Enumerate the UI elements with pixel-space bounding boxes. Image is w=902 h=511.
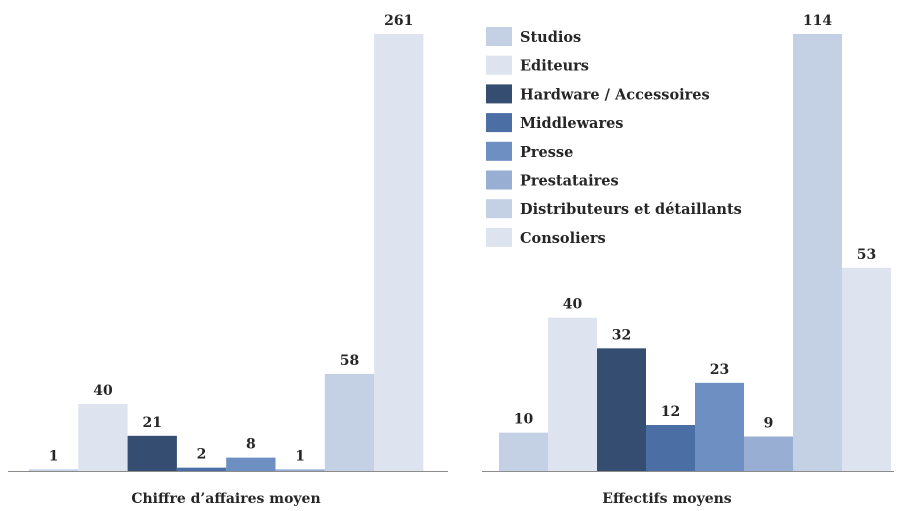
data-label: 261 — [384, 13, 413, 29]
data-label: 40 — [563, 297, 583, 313]
bar-prestataires — [275, 469, 325, 471]
data-label: 23 — [710, 362, 729, 378]
data-label: 12 — [661, 404, 680, 420]
legend-swatch — [486, 170, 512, 190]
data-label: 114 — [803, 13, 832, 29]
bar-middlewares — [646, 425, 695, 471]
legend-swatch — [486, 227, 512, 247]
legend-label: Hardware / Accessoires — [520, 86, 710, 103]
data-label: 1 — [49, 448, 59, 464]
data-label: 2 — [197, 447, 207, 463]
legend-swatch — [486, 113, 512, 133]
legend-swatch — [486, 84, 512, 104]
bar-consoliers — [374, 34, 424, 471]
legend-label: Consoliers — [520, 230, 606, 247]
legend-label: Middlewares — [520, 115, 623, 132]
bar-editeurs — [78, 404, 128, 471]
data-label: 10 — [514, 412, 534, 428]
legend-label: Prestataires — [520, 173, 619, 190]
bar-hardware-accessoires — [127, 435, 177, 471]
bar-studios — [499, 432, 548, 471]
bar-studios — [29, 469, 79, 471]
legend-label: Presse — [520, 144, 573, 161]
chart-panel-staff: 10 40 32 12 23 9 114 53 Effectifs moyens — [482, 13, 894, 507]
x-axis-label: Effectifs moyens — [602, 491, 732, 507]
legend-label: Distributeurs et détaillants — [520, 201, 742, 218]
data-label: 40 — [93, 383, 113, 399]
legend-swatch — [486, 199, 512, 219]
legend: Studios Editeurs Hardware / Accessoires Mid… — [486, 27, 742, 247]
legend-swatch — [486, 141, 512, 161]
data-label: 1 — [295, 448, 305, 464]
bar-hardware-accessoires — [597, 348, 646, 471]
bar-editeurs — [548, 317, 597, 471]
legend-label: Studios — [520, 29, 581, 46]
bar-distributeurs-et-d-taillants — [324, 373, 375, 471]
data-label: 58 — [340, 353, 359, 369]
legend-swatch — [486, 55, 512, 75]
data-label: 21 — [143, 415, 162, 431]
legend-swatch — [486, 27, 512, 46]
x-axis-label: Chiffre d’affaires moyen — [131, 491, 320, 507]
data-label: 8 — [246, 437, 256, 453]
data-label: 53 — [857, 247, 876, 263]
data-label: 9 — [764, 416, 774, 432]
bar-distributeurs-et-d-taillants — [793, 34, 842, 471]
chart-panel-revenue: 1 40 21 2 8 1 58 261 Chiffre d’affaires moyen — [8, 13, 448, 507]
bar-middlewares — [176, 467, 227, 471]
data-label: 32 — [612, 327, 631, 343]
legend-label: Editeurs — [520, 58, 589, 75]
bar-presse — [695, 382, 744, 471]
bar-prestataires — [744, 436, 793, 471]
bar-presse — [226, 457, 276, 471]
bar-consoliers — [842, 267, 891, 471]
